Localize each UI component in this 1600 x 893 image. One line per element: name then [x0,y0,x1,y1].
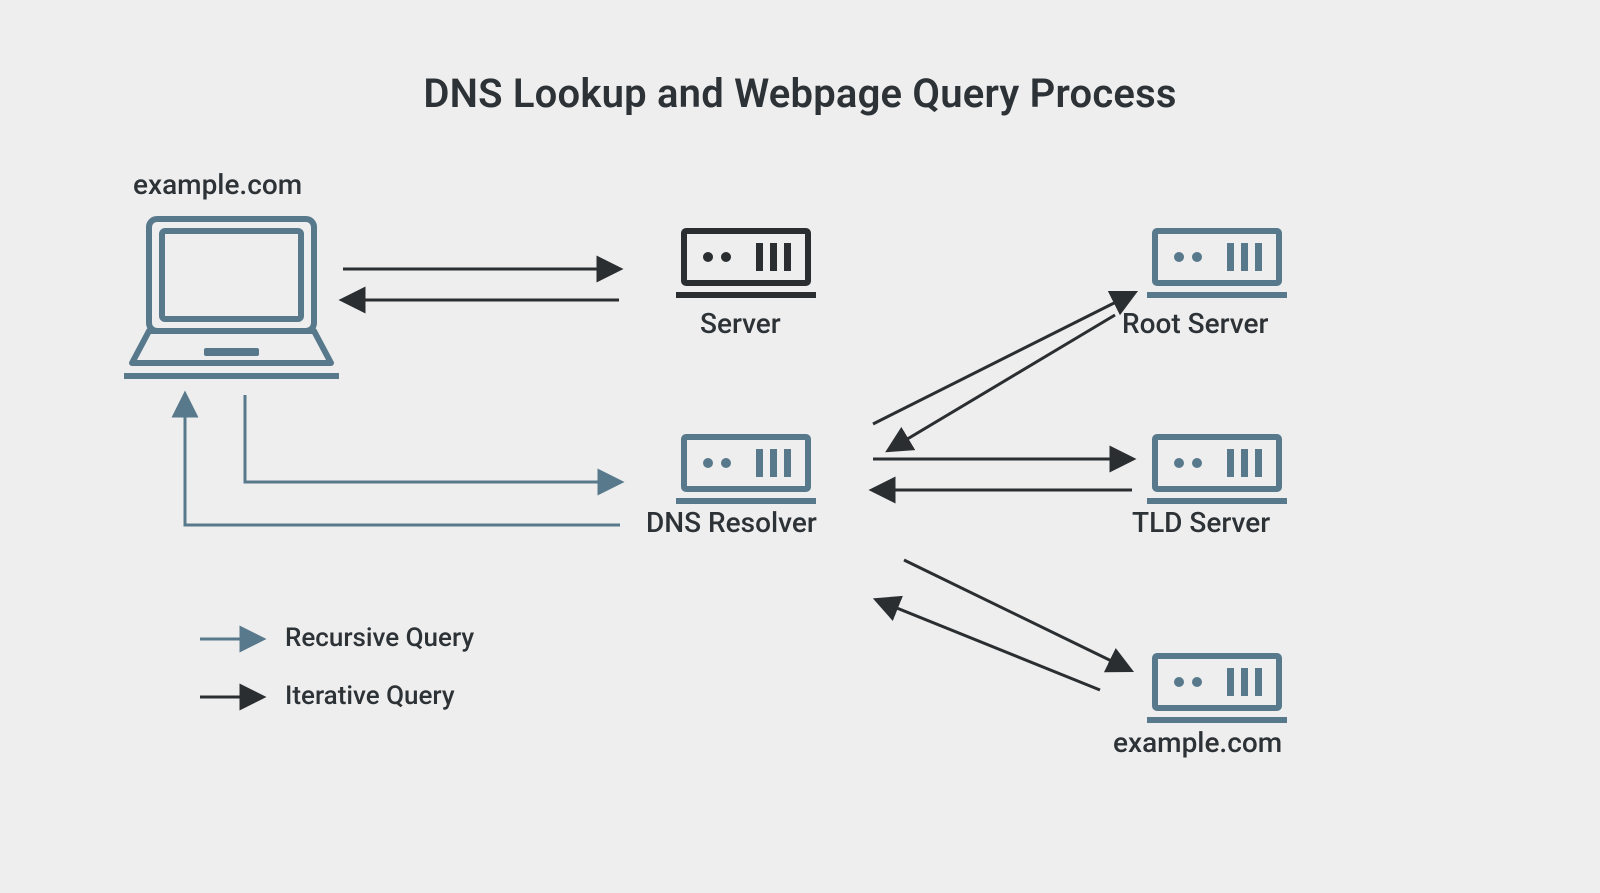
edge-resolver-to-client [185,395,620,525]
client-label: example.com [133,168,302,201]
root-server-icon [1147,225,1287,299]
auth-server-icon [1147,650,1287,724]
diagram-title: DNS Lookup and Webpage Query Process [0,70,1600,117]
edge-resolver-to-auth [904,560,1130,670]
resolver-icon [676,431,816,505]
server-icon [676,225,816,299]
edge-client-to-resolver [245,395,620,482]
edge-root-to-resolver [889,315,1115,450]
auth-label: example.com [1113,726,1282,759]
root-label: Root Server [1122,307,1268,340]
diagram-stage: DNS Lookup and Webpage Query Process exa… [0,0,1600,893]
resolver-label: DNS Resolver [646,506,817,539]
tld-server-icon [1147,431,1287,505]
legend-iterative-label: Iterative Query [285,681,455,711]
edge-resolver-to-root [873,293,1134,424]
legend-recursive-label: Recursive Query [285,623,474,653]
edge-auth-to-resolver [877,600,1100,690]
server-label: Server [700,307,781,340]
laptop-icon [124,213,339,388]
tld-label: TLD Server [1132,506,1270,539]
